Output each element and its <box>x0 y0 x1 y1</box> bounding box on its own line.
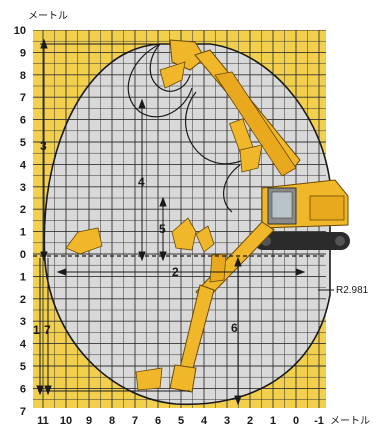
x-axis-ticks: 11 10 9 8 7 6 5 4 3 2 1 0 -1 <box>37 415 324 427</box>
x-tick-label: 4 <box>201 415 208 427</box>
y-tick-label: 8 <box>20 70 26 82</box>
dim-label-7: 7 <box>44 323 51 337</box>
x-tick-label: 0 <box>293 415 299 427</box>
y-tick-label: 7 <box>20 406 26 418</box>
x-tick-label: 5 <box>178 415 184 427</box>
y-tick-label: 4 <box>20 339 27 351</box>
y-tick-label: 3 <box>20 316 26 328</box>
dim-label-1: 1 <box>33 323 40 337</box>
x-tick-label: 10 <box>60 415 72 427</box>
x-tick-label: 1 <box>270 415 276 427</box>
y-tick-label: 1 <box>20 227 26 239</box>
bucket-positions <box>65 217 215 255</box>
dim-label-6: 6 <box>231 321 238 335</box>
y-tick-label: 9 <box>20 47 26 59</box>
y-tick-label: 5 <box>20 137 26 149</box>
dim-label-2: 2 <box>172 265 179 279</box>
x-tick-label: 2 <box>247 415 253 427</box>
x-tick-label: 6 <box>155 415 161 427</box>
x-tick-label: 8 <box>109 415 115 427</box>
y-tick-label: 2 <box>20 294 26 306</box>
y-tick-label: 3 <box>20 182 26 194</box>
tail-radius-label: R2.981 <box>336 285 369 296</box>
y-tick-label: 6 <box>20 383 26 395</box>
y-tick-label: 4 <box>20 159 27 171</box>
x-tick-label: -1 <box>314 415 324 427</box>
x-tick-label: 3 <box>224 415 230 427</box>
y-tick-label: 0 <box>20 249 26 261</box>
excavator-body <box>254 179 350 250</box>
y-tick-label: 1 <box>20 271 26 283</box>
y-tick-label: 5 <box>20 361 26 373</box>
y-tick-label: 2 <box>20 204 26 216</box>
envelope-outline <box>43 43 331 406</box>
x-tick-label: 9 <box>86 415 92 427</box>
x-tick-label: 7 <box>132 415 138 427</box>
dim-label-5: 5 <box>159 222 166 236</box>
y-tick-label: 10 <box>14 25 26 37</box>
arm-upper <box>159 39 301 177</box>
track <box>254 232 350 250</box>
x-axis-unit: メートル <box>330 416 370 427</box>
dim-label-4: 4 <box>138 175 145 189</box>
y-axis-unit: メートル <box>28 11 68 22</box>
x-tick-label: 11 <box>37 415 49 427</box>
dimension-lines <box>36 38 334 406</box>
y-tick-label: 6 <box>20 115 26 127</box>
dim-label-3: 3 <box>40 139 47 153</box>
arm-lower <box>135 221 275 393</box>
dimension-label-group: 3 4 5 2 7 1 6 R2.981 <box>33 139 369 337</box>
y-tick-label: 7 <box>20 92 26 104</box>
